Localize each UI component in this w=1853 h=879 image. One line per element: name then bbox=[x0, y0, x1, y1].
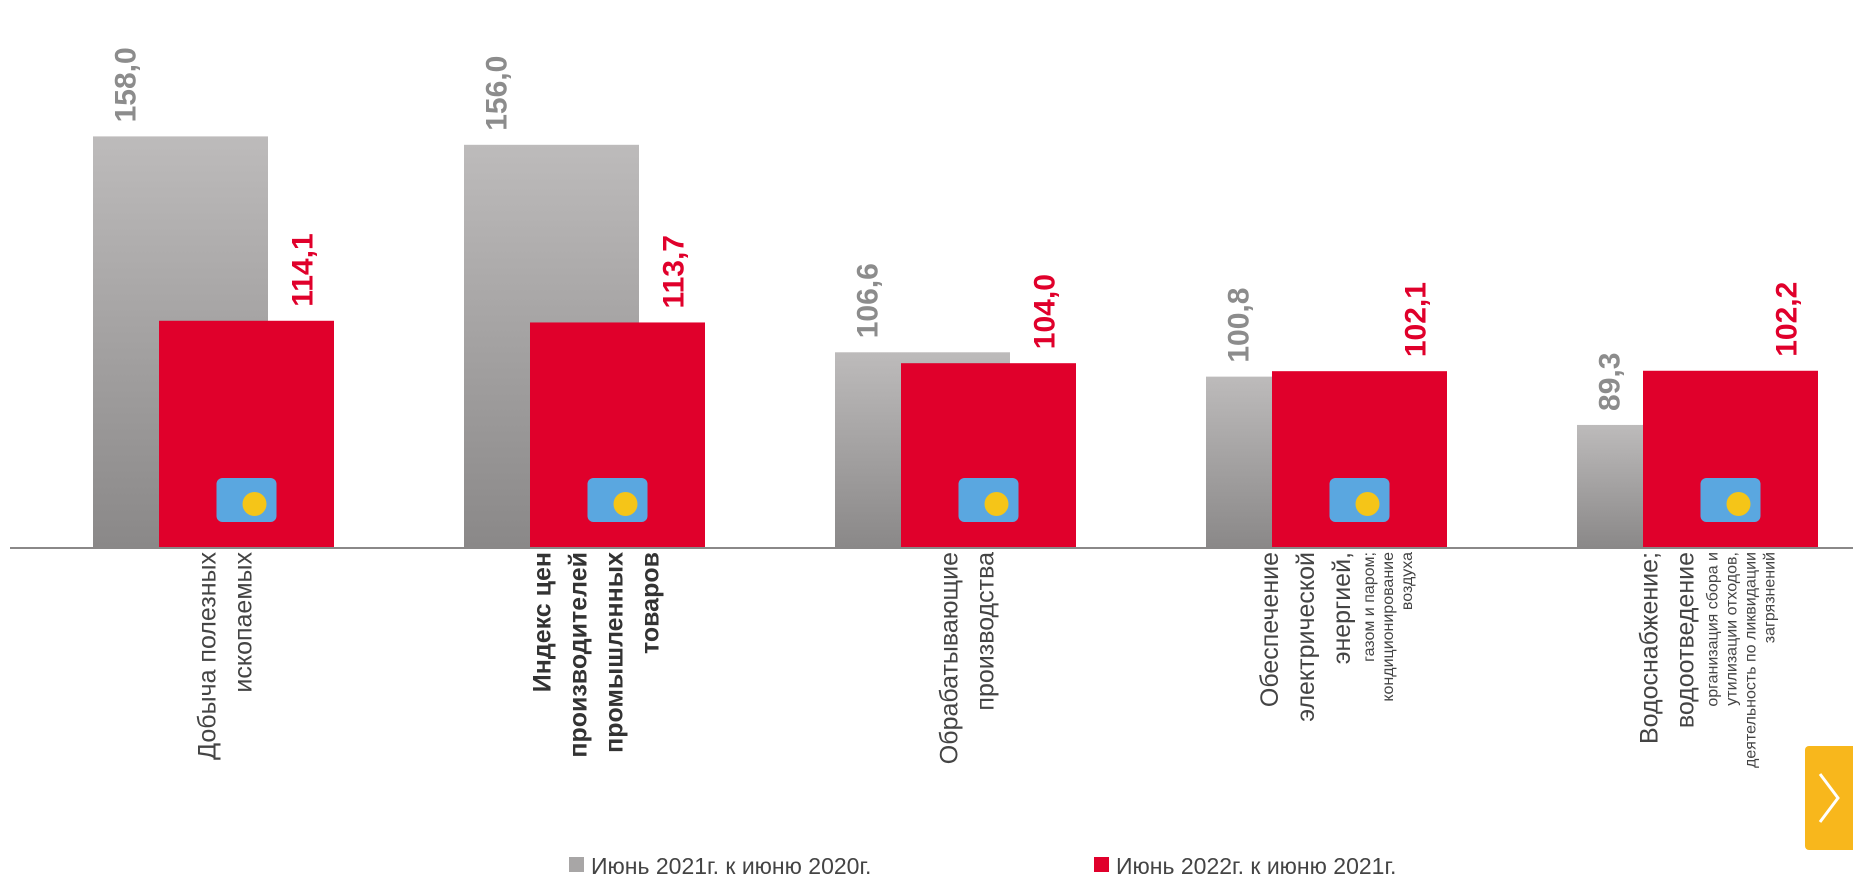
icon bbox=[242, 492, 267, 516]
category-label: водоотведение bbox=[1671, 552, 1699, 728]
category-label: Индекс цен bbox=[529, 552, 557, 692]
legend-swatch bbox=[1094, 857, 1109, 872]
value-label: 106,6 bbox=[852, 263, 885, 338]
value-label: 158,0 bbox=[110, 47, 143, 122]
category-label: Водоснабжение; bbox=[1635, 552, 1663, 744]
category-label: утилизации отходов, bbox=[1723, 552, 1740, 706]
value-label: 113,7 bbox=[658, 235, 691, 308]
category-label: промышленных bbox=[601, 552, 629, 753]
category-label: производителей bbox=[565, 552, 593, 758]
value-label: 89,3 bbox=[1594, 353, 1627, 411]
icon bbox=[1726, 492, 1751, 516]
value-label: 104,0 bbox=[1029, 274, 1062, 349]
icon bbox=[613, 492, 638, 516]
category-label: электрической bbox=[1292, 552, 1320, 722]
category-label: деятельность по ликвидации bbox=[1742, 552, 1759, 768]
category-label: газом и паром; bbox=[1361, 552, 1378, 662]
category-label: воздуха bbox=[1399, 552, 1416, 610]
category-label: товаров bbox=[637, 552, 665, 654]
icon bbox=[984, 492, 1009, 516]
legend-label: Июнь 2021г. к июню 2020г. bbox=[591, 853, 871, 879]
category-label: Обеспечение bbox=[1256, 552, 1284, 707]
next-button[interactable] bbox=[1805, 746, 1853, 850]
icon bbox=[1355, 492, 1380, 516]
category-label: организация сбора и bbox=[1704, 552, 1721, 707]
value-label: 156,0 bbox=[481, 56, 514, 131]
chevron bbox=[1818, 773, 1840, 823]
category-label: кондиционирование bbox=[1380, 552, 1397, 702]
category-label: энергией, bbox=[1328, 552, 1356, 664]
category-label: загрязнений bbox=[1761, 552, 1778, 643]
value-label: 114,1 bbox=[287, 233, 320, 306]
category-label: Обрабатывающие bbox=[936, 552, 964, 764]
value-label: 102,2 bbox=[1771, 282, 1804, 357]
value-label: 102,1 bbox=[1400, 282, 1433, 357]
value-label: 100,8 bbox=[1223, 288, 1256, 363]
legend-label: Июнь 2022г. к июню 2021г. bbox=[1116, 853, 1396, 879]
legend-swatch bbox=[569, 857, 584, 872]
category-label: производства bbox=[972, 552, 1000, 711]
category-label: Добыча полезных bbox=[194, 552, 222, 760]
category-label: ископаемых bbox=[230, 552, 258, 693]
